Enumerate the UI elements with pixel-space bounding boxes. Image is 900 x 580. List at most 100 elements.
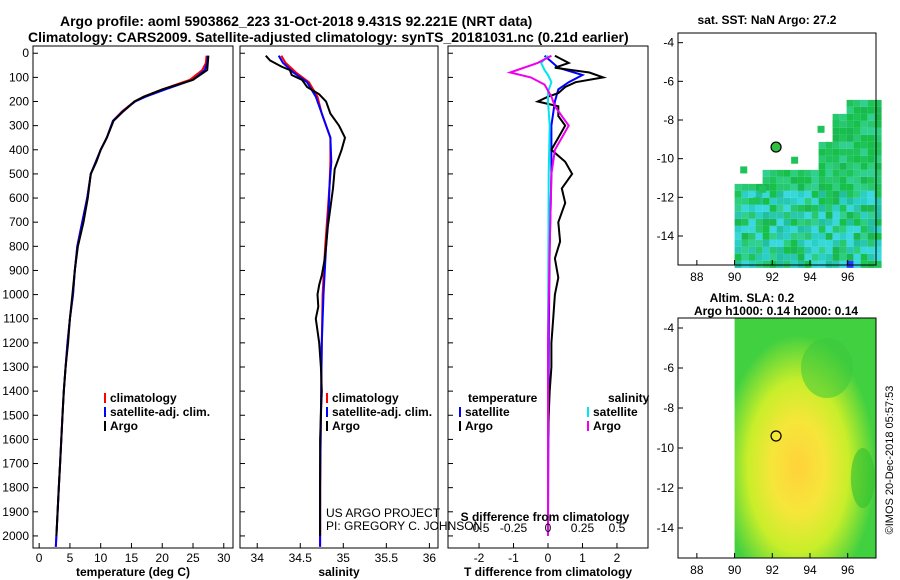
sst-cell [762, 211, 770, 219]
sst-cell [874, 155, 882, 163]
sst-cell [741, 197, 749, 205]
sst-cell [860, 99, 868, 107]
sst-cell [769, 211, 777, 219]
sst-cell [860, 162, 868, 170]
sst-cell [825, 218, 833, 226]
sst-cell [867, 176, 875, 184]
diff-legend-s-label: Argo [593, 419, 621, 433]
sst-cell [769, 176, 777, 184]
sst-cell [839, 232, 847, 240]
sst-cell [832, 239, 840, 247]
sst-cell [853, 246, 861, 254]
sst-cell [804, 253, 812, 261]
sst-cell [783, 239, 791, 247]
x-tick-label-salinity: 34 [251, 551, 265, 565]
sst-cell [741, 204, 749, 212]
map-frame-sst_map [677, 32, 877, 266]
sst-cell [874, 169, 882, 177]
sst-cell [853, 218, 861, 226]
sst-profile-marker [770, 141, 782, 153]
sst-cell [846, 141, 854, 149]
sst-cell [755, 225, 763, 233]
sst-cell [846, 204, 854, 212]
sst-cell [804, 239, 812, 247]
sst-cell [839, 134, 847, 142]
sst-cell [769, 190, 777, 198]
sst-cell [734, 211, 742, 219]
sst-cell [818, 253, 826, 261]
sst-cell [790, 246, 798, 254]
sst-cell [762, 253, 770, 261]
sst-cell [874, 197, 882, 205]
sst-cell [832, 183, 840, 191]
sst-cell [790, 253, 798, 261]
sst-cell [769, 169, 777, 177]
x-tick-label-temperature: 0 [36, 551, 43, 565]
sst-cell [748, 218, 756, 226]
sst-cell [867, 204, 875, 212]
sal-legend-label: Argo [332, 419, 360, 433]
sst-cell [818, 155, 826, 163]
sst-cell [734, 218, 742, 226]
sst-cell [839, 169, 847, 177]
sst-cell [846, 218, 854, 226]
sst-cell [783, 253, 791, 261]
sst-cell [874, 141, 882, 149]
sst-cell [762, 204, 770, 212]
sst-cell [755, 218, 763, 226]
sst-cell [769, 183, 777, 191]
sst-cell [867, 134, 875, 142]
sla-low-region [800, 338, 853, 398]
sst-cell [874, 232, 882, 240]
sst-cell [734, 225, 742, 233]
sst-cell [804, 176, 812, 184]
map-x-tick-label: 92 [766, 563, 780, 577]
sst-cell [748, 253, 756, 261]
sst-cell [769, 239, 777, 247]
sst-cell [860, 225, 868, 233]
sst-cell [783, 246, 791, 254]
sst-cell [846, 239, 854, 247]
sst-cell [825, 162, 833, 170]
x-tick-label-salinity: 34.5 [289, 551, 313, 565]
sst-cell [762, 246, 770, 254]
sst-cell [734, 190, 742, 198]
sst-cell [790, 204, 798, 212]
sst-cell [839, 253, 847, 261]
x2-tick-label: 0 [545, 521, 552, 535]
sst-cell [832, 127, 840, 135]
sst-cell [839, 162, 847, 170]
sst-cell [867, 127, 875, 135]
sst-patch [759, 185, 767, 193]
y-tick-label: 0 [22, 46, 29, 60]
sst-cell [783, 197, 791, 205]
diff-legend-s-label: satellite [593, 405, 638, 419]
sst-cell [874, 225, 882, 233]
sst-cell [839, 148, 847, 156]
panel-frame-salinity [239, 45, 439, 549]
temp-legend-label: Argo [110, 419, 138, 433]
temp-legend-label: satellite-adj. clim. [110, 405, 210, 419]
sst-cell [846, 253, 854, 261]
sst-cell [818, 218, 826, 226]
sst-cell [776, 183, 784, 191]
sst-cell [853, 106, 861, 114]
map-x-tick-label: 92 [766, 270, 780, 284]
sst-cell [874, 148, 882, 156]
sst-cell [832, 232, 840, 240]
sst-cell [839, 197, 847, 205]
sst-cell [874, 106, 882, 114]
credit-stamp: ©IMOS 20-Dec-2018 05:57:53 [884, 386, 896, 535]
sst-map-title: sat. SST: NaN Argo: 27.2 [698, 13, 837, 27]
sst-cell [867, 260, 875, 268]
sst-cell [874, 211, 882, 219]
sst-cell [860, 190, 868, 198]
sst-cell [748, 225, 756, 233]
sst-cell [846, 134, 854, 142]
sst-cell [846, 113, 854, 121]
sst-cell [846, 169, 854, 177]
sst-cell [853, 134, 861, 142]
map-y-tick-label: -14 [657, 229, 675, 243]
sst-cell [867, 155, 875, 163]
map-y-tick-label: -10 [657, 152, 675, 166]
